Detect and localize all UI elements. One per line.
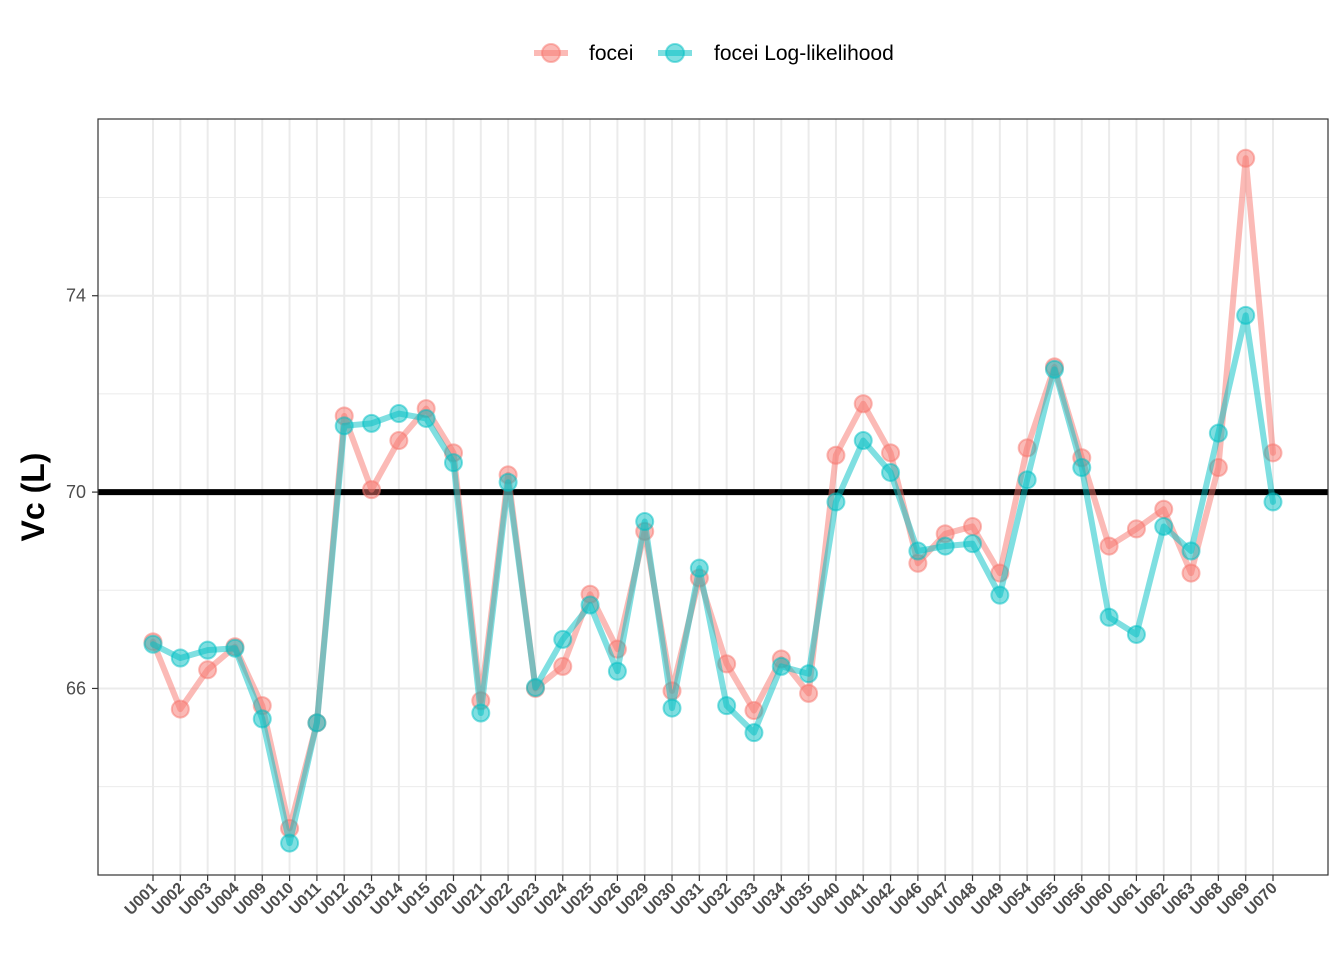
data-point-focei-log-likelihood [1154,516,1174,536]
legend: focei focei Log-likelihood [534,42,894,65]
data-point-focei-log-likelihood [416,408,436,428]
data-point-focei-log-likelihood [771,656,791,676]
data-point-focei-log-likelihood [908,541,928,561]
data-point-focei-log-likelihood [1126,624,1146,644]
legend-key-point-focei-log-likelihood [665,43,685,63]
data-point-focei-log-likelihood [1181,541,1201,561]
x-tick-label: U070 [1242,880,1281,919]
data-point-focei-log-likelihood [744,723,764,743]
data-point-focei-log-likelihood [826,492,846,512]
data-point-focei-log-likelihood [580,595,600,615]
data-point-focei-log-likelihood [525,677,545,697]
data-point-focei-log-likelihood [1263,492,1283,512]
series-layer [143,148,1283,853]
data-point-focei [362,480,382,500]
data-point-focei-log-likelihood [963,534,983,554]
data-point-focei-log-likelihood [717,696,737,716]
data-point-focei-log-likelihood [443,453,463,473]
legend-label-focei: focei [589,42,633,65]
data-point-focei-log-likelihood [990,585,1010,605]
panel-background [98,119,1328,875]
data-point-focei-log-likelihood [307,713,327,733]
data-point-focei-log-likelihood [334,416,354,436]
data-point-focei-log-likelihood [1044,359,1064,379]
data-point-focei-log-likelihood [853,431,873,451]
data-point-focei-log-likelihood [280,833,300,853]
data-point-focei [198,660,218,680]
data-point-focei [1181,563,1201,583]
series-line-focei-log-likelihood [150,312,1276,847]
data-point-focei-log-likelihood [935,536,955,556]
data-point-focei-log-likelihood [1208,423,1228,443]
data-point-focei-log-likelihood [1236,305,1256,325]
data-point-focei-log-likelihood [225,638,245,658]
data-point-focei-log-likelihood [607,661,627,681]
data-point-focei-log-likelihood [662,698,682,718]
data-point-focei-log-likelihood [471,703,491,723]
plot-panel [97,118,1329,876]
data-point-focei [853,394,873,414]
data-point-focei-log-likelihood [799,664,819,684]
data-point-focei [1099,536,1119,556]
data-point-focei [881,443,901,463]
data-point-focei-log-likelihood [198,640,218,660]
data-point-focei [1236,148,1256,168]
data-point-focei-log-likelihood [635,512,655,532]
data-point-focei [553,656,573,676]
data-point-focei [963,516,983,536]
data-point-focei-log-likelihood [1099,607,1119,627]
legend-label-focei-log-likelihood: focei Log-likelihood [714,42,894,65]
data-point-focei-log-likelihood [143,634,163,654]
y-tick-label: 66 [66,678,86,698]
series-focei-log-likelihood [143,305,1283,853]
data-point-focei-log-likelihood [1017,470,1037,490]
panel-border [97,118,1329,876]
data-point-focei-log-likelihood [689,558,709,578]
data-point-focei-log-likelihood [170,648,190,668]
data-point-focei [1126,519,1146,539]
legend-key-point-focei [541,43,561,63]
x-tick-label: U010 [258,880,297,919]
y-tick-label: 74 [66,286,86,306]
x-axis: U001U002U003U004U009U010U011U012U013U014… [122,875,1281,919]
data-point-focei-log-likelihood [1072,458,1092,478]
data-point-focei [389,431,409,451]
data-point-focei [826,445,846,465]
data-point-focei-log-likelihood [252,709,272,729]
data-point-focei-log-likelihood [389,404,409,424]
data-point-focei [799,683,819,703]
data-point-focei-log-likelihood [881,462,901,482]
y-axis-title: Vc (L) [15,453,51,542]
data-point-focei-log-likelihood [498,472,518,492]
data-point-focei [1154,499,1174,519]
data-point-focei [170,699,190,719]
data-point-focei-log-likelihood [362,413,382,433]
y-axis: 66 70 74 [66,286,98,698]
data-point-focei-log-likelihood [553,629,573,649]
y-tick-label: 70 [66,482,86,502]
